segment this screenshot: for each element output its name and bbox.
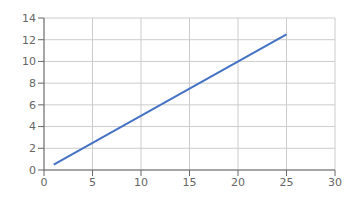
svg-text:30: 30 <box>328 176 342 189</box>
svg-text:15: 15 <box>183 176 197 189</box>
svg-text:4: 4 <box>29 120 36 133</box>
svg-text:2: 2 <box>29 142 36 155</box>
svg-text:14: 14 <box>22 12 36 25</box>
svg-text:6: 6 <box>29 99 36 112</box>
svg-text:20: 20 <box>231 176 245 189</box>
svg-text:0: 0 <box>29 164 36 177</box>
svg-text:10: 10 <box>134 176 148 189</box>
svg-text:12: 12 <box>22 34 36 47</box>
svg-text:10: 10 <box>22 55 36 68</box>
svg-text:5: 5 <box>89 176 96 189</box>
svg-text:0: 0 <box>41 176 48 189</box>
svg-text:8: 8 <box>29 77 36 90</box>
svg-text:25: 25 <box>280 176 294 189</box>
